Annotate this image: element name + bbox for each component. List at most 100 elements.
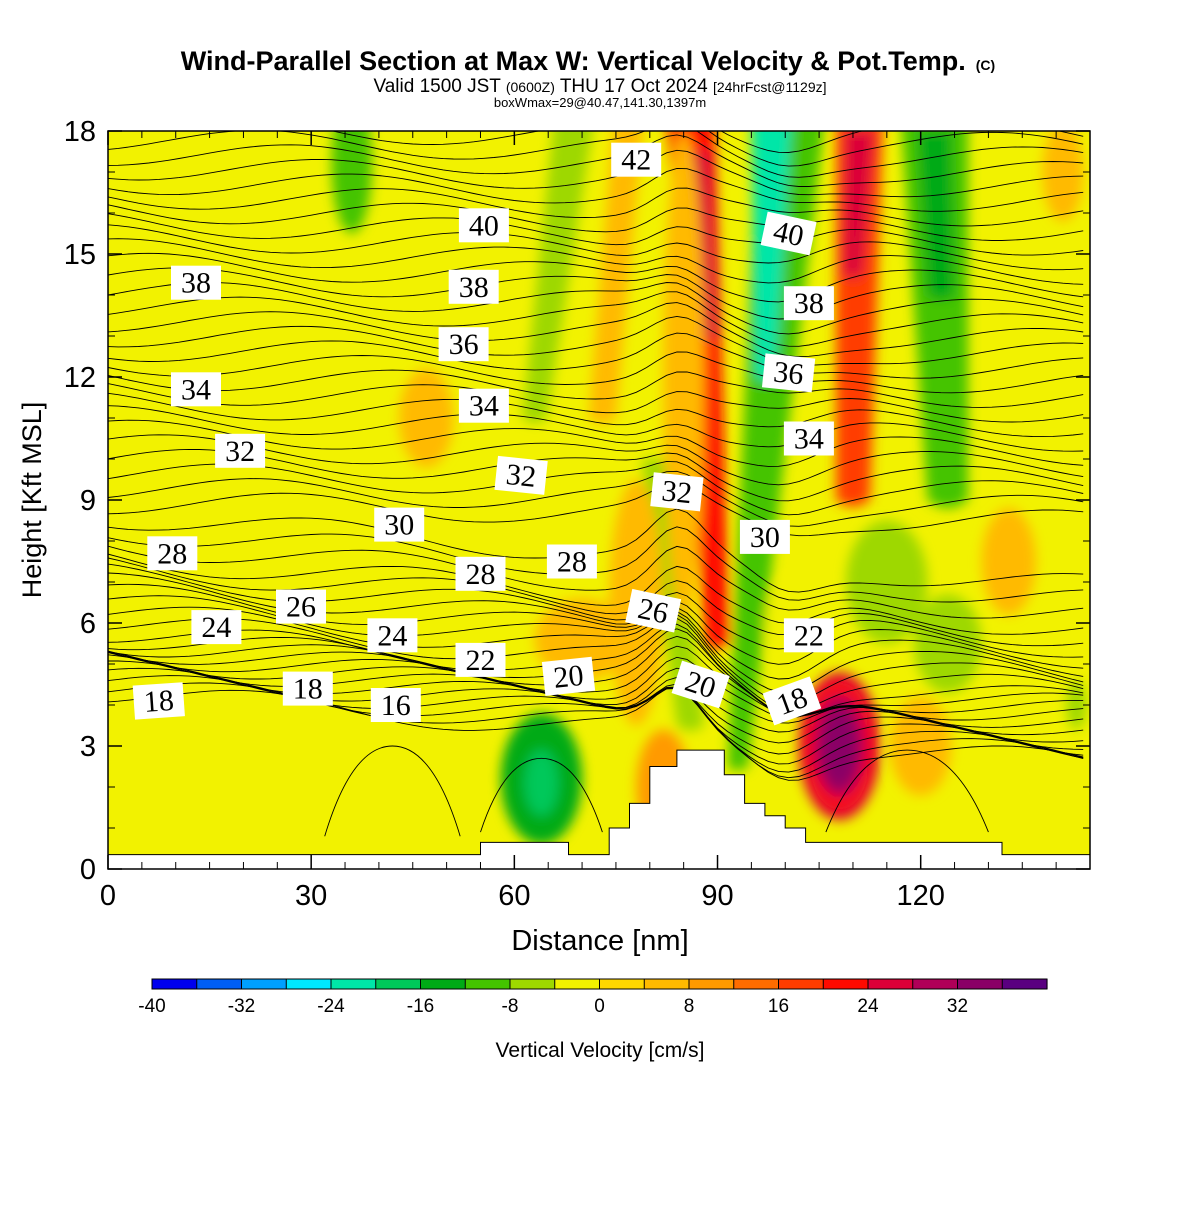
contour-label-34: 34 — [458, 388, 509, 423]
theta-contour — [108, 563, 1084, 658]
contour-label-text: 40 — [469, 209, 499, 242]
contour-label-40: 40 — [458, 208, 509, 243]
contour-label-text: 24 — [377, 619, 407, 652]
chart-subtitle: Valid 1500 JST (0600Z) THU 17 Oct 2024 [… — [373, 76, 826, 97]
contour-label-text: 24 — [201, 611, 231, 644]
colorbar-tick-label: 8 — [684, 996, 695, 1017]
colorbar-swatch — [778, 979, 824, 989]
contour-label-text: 36 — [449, 328, 479, 361]
theta-contour — [108, 302, 1084, 358]
theta-contour — [108, 460, 1084, 516]
contour-label-box — [191, 610, 242, 645]
theta-contour — [108, 434, 1084, 486]
contour-label-box — [494, 455, 548, 495]
colorbar-tick-label: -8 — [502, 996, 519, 1017]
contour-label-16: 16 — [370, 688, 421, 722]
subtitle-forecast: [24hrFcst@1129z] — [713, 79, 827, 95]
y-tick-label: 6 — [80, 608, 96, 640]
contour-label-38: 38 — [171, 265, 221, 300]
contour-label-40: 40 — [760, 211, 817, 256]
contour-label-box — [458, 388, 509, 423]
theta-contour — [825, 749, 989, 833]
contour-label-text: 36 — [772, 355, 805, 391]
x-axis-label: Distance [nm] — [511, 925, 688, 957]
y-tick-label: 0 — [80, 854, 96, 886]
contour-label-box — [215, 433, 266, 468]
contour-label-box — [671, 660, 730, 709]
colorbar-swatch — [1002, 979, 1048, 989]
velocity-core — [524, 750, 559, 816]
colorbar-swatch — [868, 979, 914, 989]
contour-label-20: 20 — [541, 656, 596, 696]
theta-contour — [108, 645, 1084, 721]
colorbar-swatch — [733, 979, 780, 989]
colorbar-swatch — [599, 979, 645, 989]
contour-label-box — [541, 656, 596, 696]
contour-label-box — [546, 544, 597, 579]
colorbar-swatch — [331, 979, 377, 989]
velocity-cell — [913, 594, 982, 693]
theta-contour — [108, 651, 1084, 743]
theta-contour — [108, 224, 1084, 271]
contour-label-38: 38 — [448, 269, 499, 304]
theta-contour — [108, 448, 1084, 502]
contour-label-text: 32 — [225, 435, 255, 468]
contour-label-30: 30 — [374, 507, 425, 542]
contour-label-box — [171, 265, 221, 300]
contour-label-26: 26 — [625, 588, 682, 633]
contour-label-box — [783, 618, 834, 653]
contour-label-30: 30 — [739, 519, 790, 554]
contour-label-box — [761, 353, 816, 393]
contour-label-text: 22 — [466, 644, 496, 677]
theta-contour — [108, 686, 1084, 781]
contour-label-box — [611, 142, 662, 177]
theta-contour — [108, 651, 1084, 728]
contour-label-box — [282, 671, 333, 706]
theta-contour — [108, 267, 1084, 320]
contour-label-36: 36 — [761, 353, 816, 393]
theta-contour — [108, 606, 1084, 704]
subtitle-utc: (0600Z) — [506, 79, 555, 95]
contour-label-text: 32 — [504, 458, 537, 494]
theta-contour — [108, 545, 1084, 619]
colorbar-swatch — [912, 979, 959, 989]
contour-label-32: 32 — [215, 433, 266, 468]
contour-label-box — [783, 421, 834, 456]
theta-contour — [108, 291, 1084, 347]
contour-label-36: 36 — [438, 327, 489, 362]
theta-contour — [108, 202, 1084, 241]
colorbar-swatch — [510, 979, 556, 989]
contour-label-text: 40 — [770, 215, 806, 254]
title-mark: (C) — [976, 57, 995, 73]
contour-label-box — [147, 536, 198, 571]
y-tick-label: 15 — [64, 239, 96, 271]
contour-label-text: 38 — [459, 271, 489, 304]
x-tick-label: 30 — [295, 880, 327, 912]
contour-label-28: 28 — [546, 544, 597, 579]
contour-label-42: 42 — [611, 142, 662, 177]
contour-label-28: 28 — [455, 556, 506, 591]
theta-contour — [108, 149, 1084, 198]
theta-contour — [108, 332, 1084, 379]
colorbar: -40 -32 -24 -16 -8 0 8 16 24 32 — [138, 978, 1048, 1017]
theta-contour — [108, 252, 1084, 303]
x-tick-label: 60 — [498, 880, 530, 912]
colorbar-tick-label: 0 — [594, 996, 605, 1017]
chart-title: Wind-Parallel Section at Max W: Vertical… — [181, 46, 995, 76]
contour-label-box — [132, 682, 185, 720]
contour-label-32: 32 — [650, 472, 704, 512]
theta-contour — [108, 623, 1084, 717]
theta-contour — [108, 557, 1084, 647]
contour-label-text: 30 — [384, 509, 414, 542]
theta-contour — [324, 745, 461, 837]
terrain-profile — [108, 749, 1090, 869]
velocity-cell — [331, 131, 373, 234]
theta-contour — [108, 315, 1084, 366]
theta-contour — [108, 482, 1084, 537]
contour-label-text: 26 — [286, 591, 316, 624]
colorbar-tick-label: -40 — [138, 996, 165, 1017]
contour-label-box — [625, 588, 682, 633]
colorbar-swatch — [241, 979, 287, 989]
y-tick-label: 12 — [64, 362, 96, 394]
